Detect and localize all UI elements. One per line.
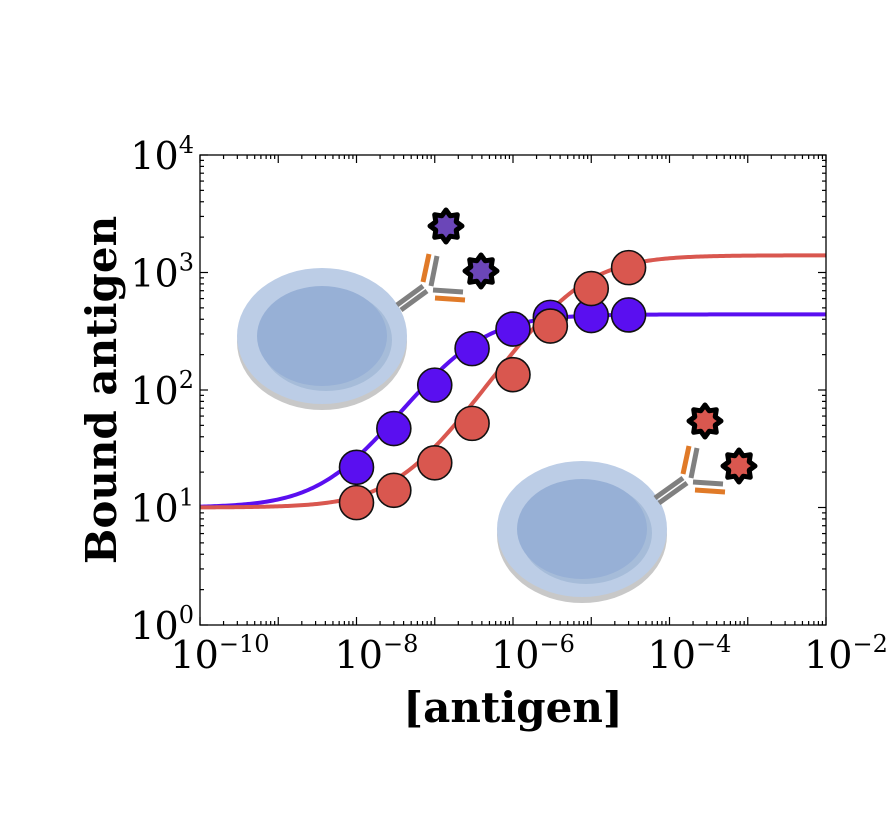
fit-curve-2 <box>199 253 826 510</box>
antibody-icon <box>395 253 466 313</box>
x-tick-label: 10−10 <box>170 630 269 677</box>
data-point-series-1 <box>338 449 375 486</box>
data-point-series-2 <box>416 445 453 481</box>
antigen-star-icon <box>720 447 758 485</box>
data-point-series-1 <box>416 367 453 403</box>
y-tick-label: 101 <box>130 484 194 531</box>
plot-frame <box>199 154 827 626</box>
y-tick-label: 100 <box>130 601 194 648</box>
x-tick-label: 10−8 <box>335 630 419 677</box>
cell-nucleus <box>517 479 647 579</box>
cell-with-red-antigen <box>497 402 758 603</box>
y-tick-label: 103 <box>130 249 194 296</box>
cell-with-purple-antigen <box>237 207 500 410</box>
antibody-icon <box>653 445 726 506</box>
y-tick-labels: 100 101 102 103 104 <box>130 131 194 648</box>
y-tick-label: 102 <box>130 366 194 413</box>
x-tick-labels: 10−10 10−8 10−6 10−4 10−2 <box>170 630 887 677</box>
data-point-series-2 <box>573 270 610 307</box>
antigen-star-icon <box>427 207 465 245</box>
data-point-series-1 <box>376 410 412 447</box>
data-point-series-2 <box>376 472 412 509</box>
data-point-series-2 <box>338 484 375 521</box>
x-tick-label: 10−4 <box>648 630 732 677</box>
y-axis-title: Bound antigen <box>77 216 126 564</box>
data-point-series-1 <box>454 330 490 367</box>
illustrations <box>237 207 758 603</box>
data-point-series-2 <box>495 356 531 393</box>
antigen-star-icon <box>462 252 500 290</box>
antigen-star-icon <box>686 402 724 440</box>
data-markers <box>338 249 647 521</box>
x-tick-label: 10−2 <box>804 630 888 677</box>
data-point-series-2 <box>532 308 569 344</box>
data-point-series-2 <box>610 249 647 286</box>
x-tick-label: 10−6 <box>491 630 575 677</box>
data-point-series-1 <box>610 297 647 333</box>
y-tick-label: 104 <box>130 131 194 178</box>
data-point-series-2 <box>454 405 490 442</box>
x-axis-title: [antigen] <box>403 683 622 732</box>
data-point-series-1 <box>495 311 531 347</box>
cell-nucleus <box>257 286 387 386</box>
minor-ticks <box>200 155 826 625</box>
